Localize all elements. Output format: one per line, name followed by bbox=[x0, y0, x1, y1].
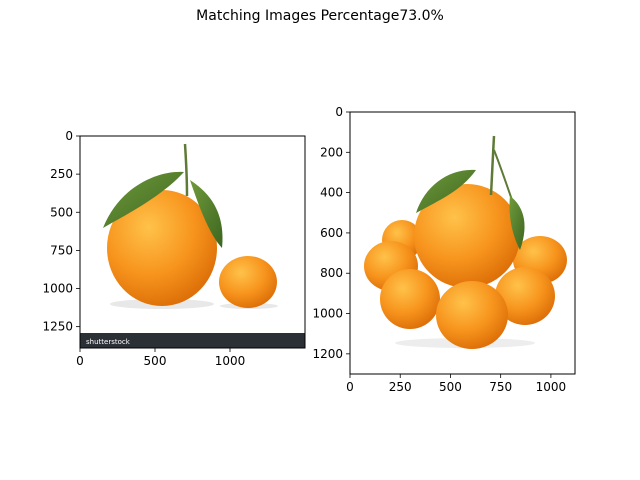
right-image-axes: 0 250 500 750 1000 0 200 400 600 800 1000 1200 bbox=[312, 105, 576, 394]
x-tick-label: 0 bbox=[346, 380, 354, 394]
y-tick-label: 600 bbox=[320, 226, 343, 240]
y-tick-label: 500 bbox=[50, 205, 73, 219]
y-tick-label: 400 bbox=[320, 186, 343, 200]
right-image bbox=[350, 112, 575, 374]
small-orange bbox=[495, 267, 555, 325]
leaf bbox=[190, 180, 223, 248]
leaf bbox=[509, 196, 525, 250]
y-tick-label: 200 bbox=[320, 145, 343, 159]
small-orange bbox=[219, 256, 277, 308]
x-tick-label: 250 bbox=[389, 380, 412, 394]
x-tick-label: 500 bbox=[439, 380, 462, 394]
x-tick-label: 750 bbox=[489, 380, 512, 394]
watermark-text: shutterstock bbox=[86, 338, 131, 346]
x-tick-label: 0 bbox=[76, 354, 84, 368]
y-tick-label: 750 bbox=[50, 243, 73, 257]
large-orange bbox=[107, 190, 217, 306]
right-image-ticks: 0 250 500 750 1000 0 200 400 600 800 1000 1200 bbox=[312, 105, 566, 394]
x-tick-label: 1000 bbox=[536, 380, 567, 394]
y-tick-label: 800 bbox=[320, 266, 343, 280]
y-tick-label: 0 bbox=[335, 105, 343, 119]
y-tick-label: 0 bbox=[65, 129, 73, 143]
y-tick-label: 1000 bbox=[42, 282, 73, 296]
leaf bbox=[416, 169, 476, 213]
left-image: shutterstock bbox=[80, 136, 305, 348]
y-tick-label: 1250 bbox=[42, 320, 73, 334]
y-tick-label: 1000 bbox=[312, 307, 343, 321]
small-orange bbox=[380, 269, 440, 329]
leaf bbox=[103, 171, 184, 228]
figure-title: Matching Images Percentage73.0% bbox=[196, 8, 444, 24]
small-orange bbox=[436, 281, 508, 349]
left-image-axes: shutterstock 0 500 1000 0 250 500 750 1000 1250 bbox=[42, 129, 306, 368]
watermark-banner bbox=[80, 333, 305, 348]
large-orange bbox=[414, 184, 520, 288]
x-tick-label: 1000 bbox=[215, 354, 246, 368]
y-tick-label: 1200 bbox=[312, 347, 343, 361]
left-image-ticks: 0 500 1000 0 250 500 750 1000 1250 bbox=[42, 129, 245, 368]
y-tick-label: 250 bbox=[50, 167, 73, 181]
x-tick-label: 500 bbox=[144, 354, 167, 368]
